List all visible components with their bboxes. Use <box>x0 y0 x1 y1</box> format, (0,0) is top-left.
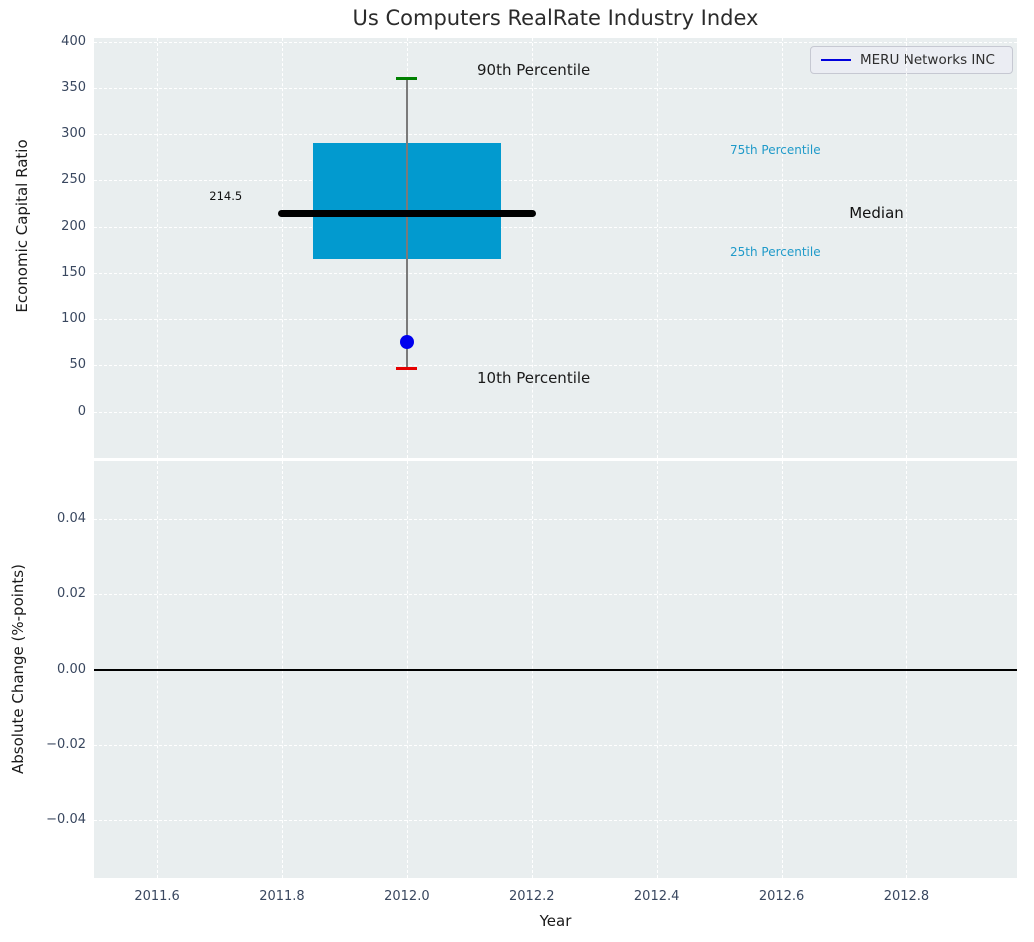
legend-label: MERU Networks INC <box>860 52 995 68</box>
y-tick-label-top: 400 <box>61 33 86 49</box>
x-tick-label: 2012.0 <box>384 889 430 904</box>
gridline-y-bottom <box>94 594 1017 596</box>
y-tick-label-top: 50 <box>69 357 86 373</box>
p90-cap <box>396 77 418 81</box>
gridline-y-bottom <box>94 820 1017 822</box>
gridline-x <box>531 38 533 458</box>
gridline-y-top <box>94 87 1017 89</box>
y-tick-label-bottom: −0.04 <box>46 812 86 828</box>
x-tick-label: 2012.4 <box>633 889 680 904</box>
p10-cap <box>396 366 418 370</box>
y-tick-label-bottom: 0.00 <box>57 661 86 677</box>
gridline-y-bottom <box>94 744 1017 746</box>
zero-line <box>94 668 1017 671</box>
median-line <box>278 209 536 217</box>
x-tick-label: 2011.6 <box>134 889 180 904</box>
legend[interactable]: MERU Networks INC <box>810 46 1013 74</box>
x-tick-label: 2012.8 <box>883 889 930 904</box>
gridline-y-top <box>94 365 1017 367</box>
company-point <box>399 334 414 349</box>
gridline-x <box>281 38 283 458</box>
y-tick-label-bottom: 0.02 <box>57 586 86 602</box>
gridline-y-top <box>94 41 1017 43</box>
gridline-x <box>157 38 159 458</box>
y-tick-label-top: 0 <box>77 403 86 419</box>
gridline-x <box>656 38 658 458</box>
gridline-y-top <box>94 319 1017 321</box>
annotation-214-5: 214.5 <box>209 189 243 204</box>
gridline-x <box>906 38 908 458</box>
y-tick-label-top: 150 <box>61 264 86 280</box>
gridline-y-top <box>94 180 1017 182</box>
gridline-y-top <box>94 272 1017 274</box>
annotation-90th-percentile: 90th Percentile <box>477 61 591 80</box>
x-tick-label: 2012.2 <box>509 889 555 904</box>
x-tick-label: 2012.6 <box>758 889 805 904</box>
annotation-median: Median <box>849 203 904 222</box>
y-tick-label-bottom: −0.02 <box>46 736 86 752</box>
chart-title: Us Computers RealRate Industry Index <box>352 6 759 30</box>
gridline-y-bottom <box>94 518 1017 520</box>
annotation-25th-percentile: 25th Percentile <box>730 244 821 259</box>
x-tick-label: 2011.8 <box>259 889 305 904</box>
gridline-x <box>781 38 783 458</box>
y-tick-label-bottom: 0.04 <box>57 510 86 526</box>
whisker-line <box>406 78 408 369</box>
gridline-y-top <box>94 226 1017 228</box>
gridline-y-top <box>94 411 1017 413</box>
y-tick-label-top: 250 <box>61 172 86 188</box>
y-tick-label-top: 300 <box>61 126 86 142</box>
top-panel <box>94 38 1017 458</box>
y-tick-label-top: 350 <box>61 79 86 95</box>
legend-line-swatch <box>821 59 851 61</box>
annotation-75th-percentile: 75th Percentile <box>730 142 821 157</box>
gridline-y-top <box>94 134 1017 136</box>
y-tick-label-top: 100 <box>61 311 86 327</box>
y-tick-label-top: 200 <box>61 218 86 234</box>
x-axis-label: Year <box>539 912 572 930</box>
annotation-10th-percentile: 10th Percentile <box>477 369 591 388</box>
